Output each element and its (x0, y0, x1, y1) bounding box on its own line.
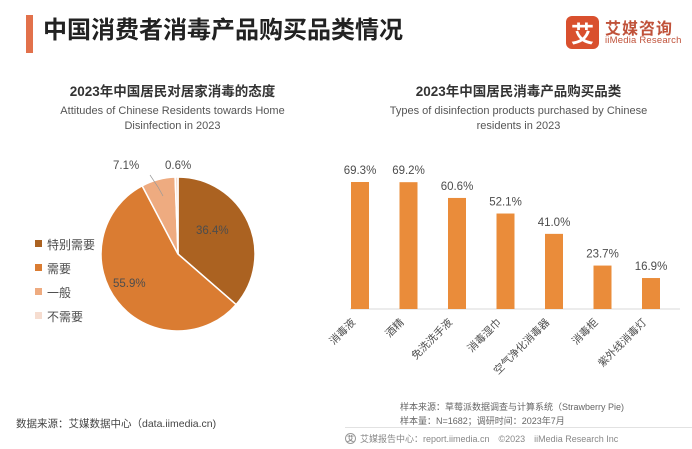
svg-text:41.0%: 41.0% (538, 217, 571, 229)
svg-text:免洗洗手液: 免洗洗手液 (409, 316, 456, 363)
svg-text:消毒柜: 消毒柜 (569, 316, 600, 347)
svg-text:紫外线消毒灯: 紫外线消毒灯 (595, 316, 649, 370)
svg-text:酒精: 酒精 (383, 316, 407, 340)
svg-text:69.2%: 69.2% (392, 165, 425, 177)
svg-text:52.1%: 52.1% (489, 197, 522, 209)
svg-text:消毒湿巾: 消毒湿巾 (465, 316, 504, 355)
svg-text:16.9%: 16.9% (635, 261, 668, 273)
svg-text:60.6%: 60.6% (441, 181, 474, 193)
svg-text:23.7%: 23.7% (586, 249, 619, 261)
svg-text:69.3%: 69.3% (344, 165, 377, 177)
svg-text:消毒液: 消毒液 (327, 316, 359, 348)
